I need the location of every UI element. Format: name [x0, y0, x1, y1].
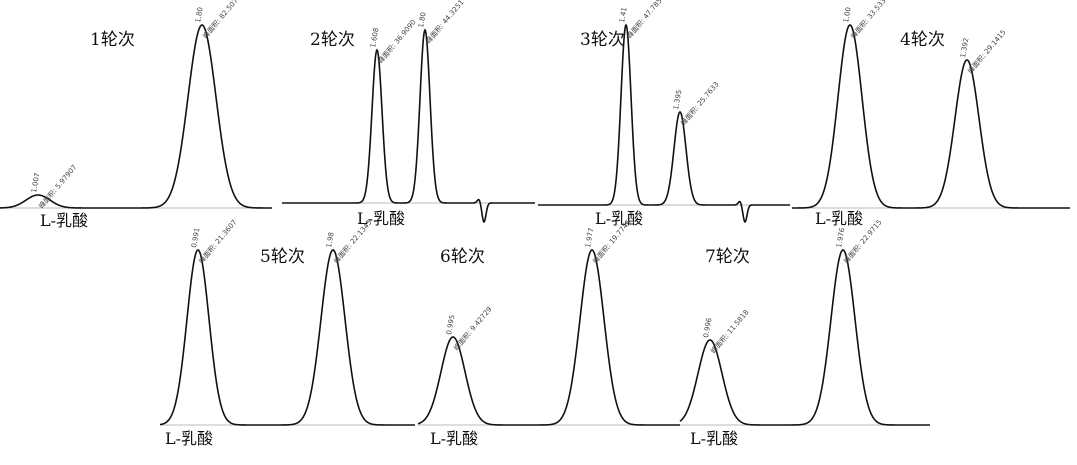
retention-time: 1.977: [584, 227, 595, 248]
retention-time: 1.80: [417, 12, 428, 29]
chromatogram-trace: [679, 249, 930, 426]
round-label: 7轮次: [705, 247, 750, 267]
peak-area: 峰面积: 29.1415: [966, 28, 1008, 76]
peak-area: 峰面积: 47.7858: [625, 0, 667, 40]
peak-area: 峰面积: 21.3607: [197, 218, 239, 266]
round-label: 1轮次: [90, 30, 135, 50]
retention-time: 0.996: [702, 317, 713, 339]
compound-label: L-乳酸: [595, 209, 643, 228]
chromatogram-trace: [159, 249, 415, 426]
round-label: 6轮次: [440, 247, 485, 267]
retention-time: 1.41: [618, 7, 629, 24]
retention-time: 1.395: [672, 89, 683, 110]
chromatogram-trace: [0, 24, 272, 209]
chromatogram-trace: [417, 249, 680, 426]
retention-time: 1.80: [194, 7, 205, 24]
retention-time: 1.00: [842, 7, 853, 24]
peak-area: 峰面积: 5.97907: [37, 163, 79, 211]
chromatogram-trace: [282, 28, 535, 224]
retention-time: 1.007: [30, 172, 41, 193]
retention-time: 0.995: [445, 314, 456, 335]
compound-label: L-乳酸: [815, 209, 863, 228]
retention-time: 1.98: [325, 232, 336, 249]
compound-label: L-乳酸: [40, 211, 88, 230]
compound-label: L-乳酸: [357, 209, 405, 228]
round-label: 4轮次: [900, 30, 945, 50]
retention-time: 0.991: [190, 227, 201, 248]
retention-time: 1.392: [959, 37, 970, 58]
peak-area: 峰面积: 25.7633: [679, 80, 721, 128]
chromatogram-trace: [538, 23, 790, 224]
retention-time: 1.976: [835, 227, 846, 249]
round-label: 5轮次: [260, 247, 305, 267]
compound-label: L-乳酸: [430, 429, 478, 448]
peak-area: 峰面积: 36.9090: [376, 18, 418, 66]
peak-area: 峰面积: 11.5818: [709, 308, 751, 356]
round-label: 3轮次: [580, 30, 625, 50]
compound-label: L-乳酸: [690, 429, 738, 448]
peak-area: 峰面积: 22.1345: [332, 218, 374, 266]
peak-area: 峰面积: 82.5077: [201, 0, 243, 40]
chromatogram-trace: [792, 24, 1070, 209]
compound-label: L-乳酸: [165, 429, 213, 448]
retention-time: 1.608: [369, 27, 380, 48]
peak-area: 峰面积: 44.3251: [424, 0, 466, 45]
peak-area: 峰面积: 9.42729: [452, 305, 494, 353]
peak-area: 峰面积: 33.5335: [849, 0, 891, 40]
round-label: 2轮次: [310, 30, 355, 50]
